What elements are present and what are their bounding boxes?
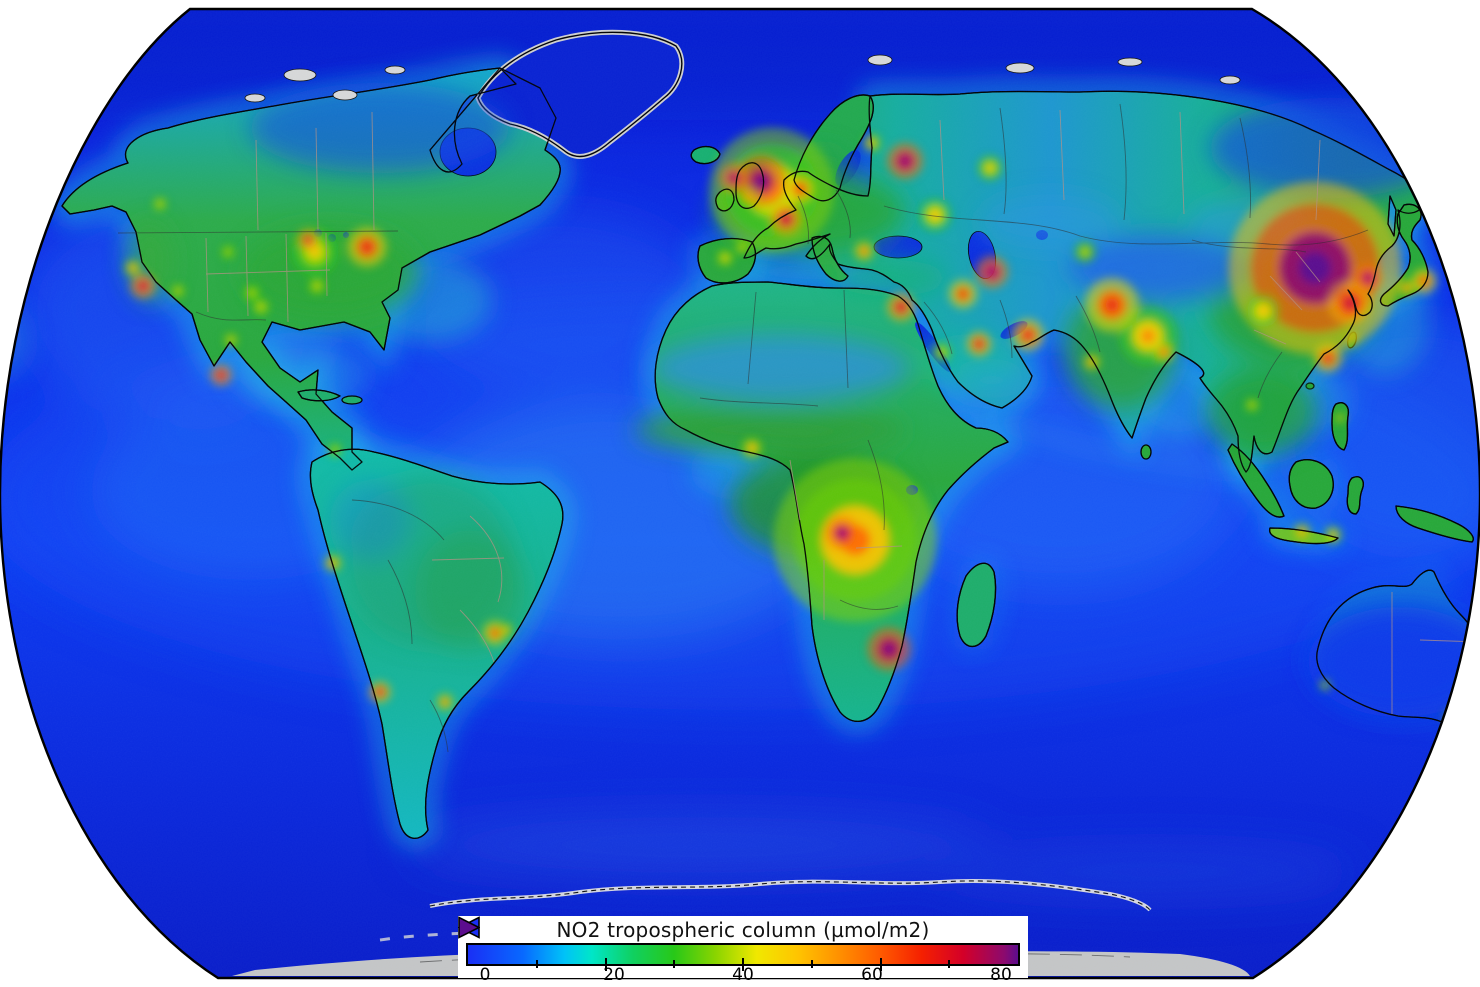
colorbar-minor-tick xyxy=(535,960,538,968)
legend: NO2 tropospheric column (µmol/m2) 0 20 40 6… xyxy=(458,916,1028,985)
legend-title: NO2 tropospheric column (µmol/m2) xyxy=(556,918,930,942)
hotspot-sydney xyxy=(1471,702,1475,706)
colorbar-tick-label: 60 xyxy=(861,965,883,985)
hotspot-melbourne xyxy=(1450,716,1456,722)
colorbar-minor-tick xyxy=(673,960,676,968)
colorbar-major-tick xyxy=(879,958,882,971)
colorbar xyxy=(466,943,1020,971)
colorbar-minor-tick xyxy=(948,960,951,968)
map-frame xyxy=(0,7,1480,980)
tasmania xyxy=(1447,739,1466,759)
colorbar-tick-label: 20 xyxy=(603,965,625,985)
colorbar-row xyxy=(458,916,1021,971)
colorbar-right-arrow xyxy=(458,916,480,939)
colorbar-tick-label: 0 xyxy=(479,965,491,985)
hotspot-sydney xyxy=(1465,696,1480,712)
colorbar-major-tick xyxy=(604,958,607,971)
colorbar-tick-label: 40 xyxy=(732,965,754,985)
hotspot-melbourne xyxy=(1444,710,1462,728)
colorbar-tick-labels: 0 20 40 60 80 xyxy=(480,965,1012,985)
hotspot-sydney xyxy=(1469,700,1477,708)
colorbar-major-tick xyxy=(742,958,744,971)
kamchatka xyxy=(1412,147,1434,205)
colorbar-minor-tick xyxy=(810,960,813,968)
colorbar-tick-label: 80 xyxy=(990,965,1012,985)
hotspot-melbourne xyxy=(1448,714,1458,724)
new-zealand xyxy=(1466,756,1480,780)
